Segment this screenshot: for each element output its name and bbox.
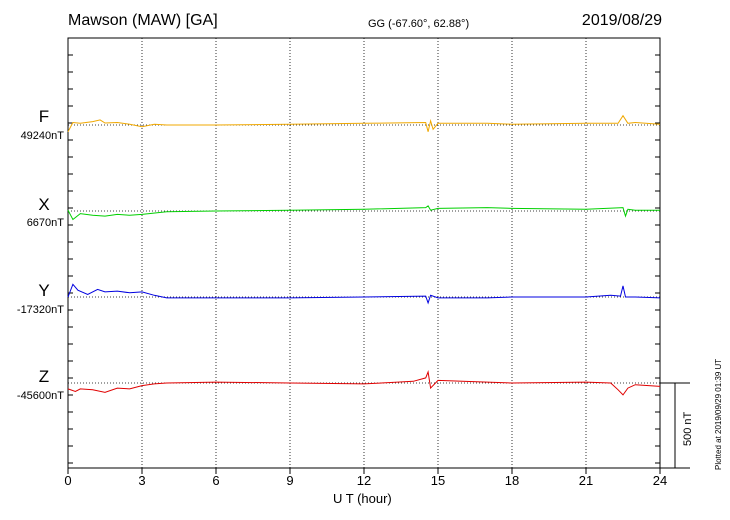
baseline-x: 6670nT <box>26 217 64 229</box>
x-tick-label: 3 <box>138 473 146 488</box>
label-z: Z <box>38 367 50 386</box>
x-tick-label: 21 <box>578 473 594 488</box>
trace-f <box>67 114 661 133</box>
trace-y <box>67 283 661 305</box>
y-ticks <box>68 54 660 464</box>
x-tick-label: 18 <box>504 473 520 488</box>
plot-frame <box>67 37 661 469</box>
x-ticks <box>67 468 661 474</box>
label-f: F <box>38 107 50 126</box>
label-y: Y <box>38 281 50 300</box>
x-tick-label: 0 <box>64 473 72 488</box>
traces <box>67 114 661 396</box>
baseline-y: -17320nT <box>16 304 64 316</box>
grid-lines <box>141 38 587 468</box>
x-axis-label: U T (hour) <box>333 491 392 506</box>
scale-label: 500 nT <box>682 411 694 446</box>
plot-date: 2019/08/29 <box>581 12 662 29</box>
x-tick-label: 24 <box>652 473 668 488</box>
plotted-at: Plotted at 2019/09/29 01:39 UT <box>714 358 723 470</box>
x-tick-label: 9 <box>286 473 294 488</box>
x-tick-label: 15 <box>430 473 446 488</box>
label-x: X <box>38 195 50 214</box>
x-tick-label: 6 <box>212 473 220 488</box>
x-tick-label: 12 <box>356 473 372 488</box>
trace-z <box>67 370 661 396</box>
station-coords: GG (-67.60°, 62.88°) <box>368 18 470 30</box>
baseline-f: 49240nT <box>20 130 64 142</box>
station-title: Mawson (MAW) [GA] <box>68 12 218 29</box>
baseline-z: -45600nT <box>16 390 64 402</box>
trace-x <box>67 205 660 221</box>
